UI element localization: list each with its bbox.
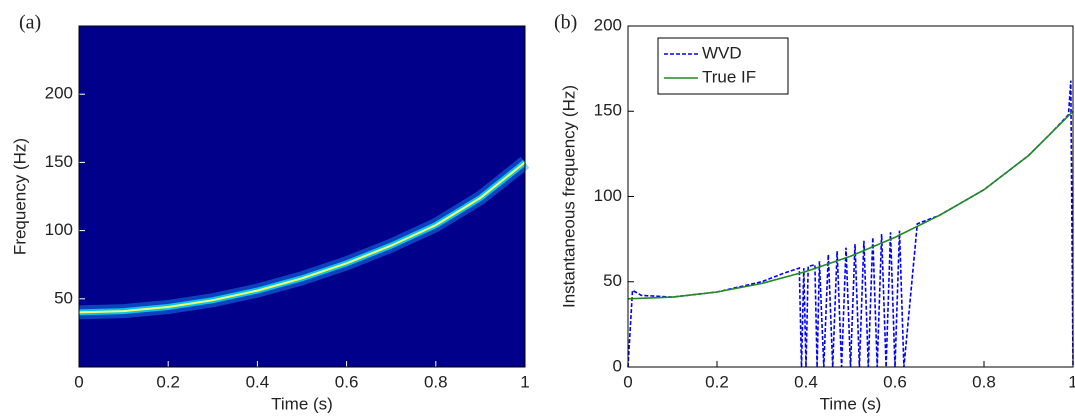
x-tick-label: 0.6 (335, 372, 359, 391)
x-tick-label: 0 (74, 372, 83, 391)
x-tick-label: 0.2 (156, 372, 180, 391)
x-axis-label: Time (s) (271, 394, 333, 413)
x-tick-label: 0.8 (972, 372, 996, 391)
y-tick-label: 0 (613, 356, 622, 375)
y-axis-label: Instantaneous frequency (Hz) (559, 85, 578, 308)
plot-frame (78, 25, 526, 368)
x-tick-label: 0.2 (705, 372, 729, 391)
x-tick-label: 0.6 (883, 372, 907, 391)
y-tick-label: 200 (594, 15, 622, 34)
x-tick-label: 0.4 (794, 372, 818, 391)
y-tick-label: 50 (54, 288, 73, 307)
panel-label: (a) (19, 12, 41, 34)
legend-label: WVD (702, 43, 742, 62)
y-tick-label: 150 (45, 152, 73, 171)
x-tick-label: 0.4 (246, 372, 270, 391)
x-axis-label: Time (s) (820, 394, 882, 413)
y-axis-label: Frequency (Hz) (10, 138, 29, 255)
y-tick-label: 100 (45, 220, 73, 239)
y-tick-label: 100 (594, 186, 622, 205)
ridge (78, 161, 526, 314)
x-tick-label: 1 (1068, 372, 1075, 391)
x-tick-label: 0.8 (424, 372, 448, 391)
x-tick-label: 0 (623, 372, 632, 391)
legend-box (657, 37, 789, 95)
x-tick-label: 1 (520, 372, 529, 391)
y-tick-label: 200 (45, 84, 73, 103)
y-tick-label: 150 (594, 101, 622, 120)
plot-frame (627, 25, 1074, 368)
panel-label: (b) (554, 12, 577, 34)
line-series (627, 80, 1074, 368)
legend-label: True IF (702, 67, 756, 86)
line-series (627, 110, 1074, 300)
y-tick-label: 50 (603, 271, 622, 290)
